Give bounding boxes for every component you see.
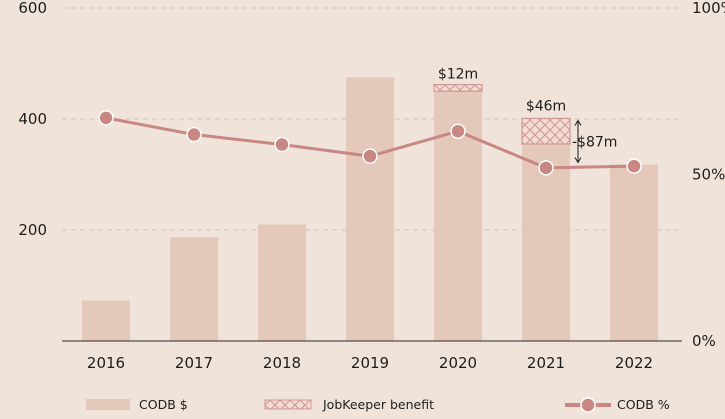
jobkeeper-segment-2021 <box>521 117 571 145</box>
y-tick-label: 400 <box>18 110 47 128</box>
bar-2022 <box>610 164 658 341</box>
bar-2018 <box>258 224 306 341</box>
annotation-arrow-head-down <box>574 157 582 164</box>
legend: CODB $ JobKeeper benefit CODB % <box>86 397 670 413</box>
x-tick-label: 2021 <box>527 354 565 372</box>
codb-percent-point-2017 <box>186 126 202 143</box>
x-tick-label: 2019 <box>351 354 389 372</box>
bar-2016 <box>82 300 130 341</box>
codb-percent-point-2018 <box>274 136 290 153</box>
x-tick-label: 2017 <box>175 354 213 372</box>
legend-label-codb-percent: CODB % <box>617 397 670 412</box>
x-tick-label: 2022 <box>615 354 653 372</box>
codb-percent-point-2016 <box>98 110 114 126</box>
codb-percent-point-2021 <box>538 160 554 176</box>
y2-tick-label: 0% <box>692 332 716 350</box>
bar-2019 <box>346 77 394 341</box>
annotation-2020-jobkeeper: $12m <box>438 67 478 83</box>
x-tick-label: 2016 <box>87 354 125 372</box>
annotations: $12m $46m -$87m <box>438 67 617 164</box>
axes: 200 400 600 0% 50% 100% 2016 2017 2018 2019 2020 20… <box>18 0 725 372</box>
legend-label-jobkeeper: JobKeeper benefit <box>322 397 434 412</box>
y-tick-label: 600 <box>18 0 47 17</box>
legend-marker-codb-percent <box>580 397 596 413</box>
bars <box>82 77 658 341</box>
bar-2021 <box>522 143 570 341</box>
y-tick-label: 200 <box>18 221 47 239</box>
y2-tick-label: 50% <box>692 166 725 184</box>
annotation-2021-jobkeeper: $46m <box>526 98 566 114</box>
annotation-2021-decline: -$87m <box>572 134 617 150</box>
legend-swatch-codb-dollars <box>86 399 130 410</box>
legend-label-codb-dollars: CODB $ <box>139 397 188 412</box>
jobkeeper-segments <box>433 83 571 145</box>
codb-percent-point-2020 <box>450 123 466 139</box>
jobkeeper-segment-2020 <box>433 83 483 92</box>
bar-2017 <box>170 237 218 341</box>
y2-tick-label: 100% <box>692 0 725 17</box>
annotation-arrow-head-up <box>574 119 582 126</box>
codb-percent-line <box>98 110 642 176</box>
x-tick-label: 2018 <box>263 354 301 372</box>
codb-percent-point-2019 <box>362 148 378 164</box>
legend-swatch-jobkeeper <box>264 399 312 410</box>
codb-percent-point-2022 <box>626 158 642 174</box>
x-tick-label: 2020 <box>439 354 477 372</box>
